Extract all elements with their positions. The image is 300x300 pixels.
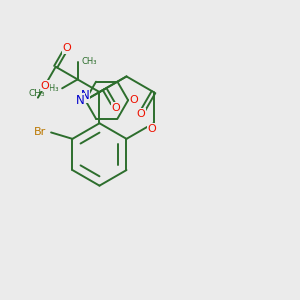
- Text: N: N: [76, 94, 84, 107]
- Text: O: O: [40, 81, 49, 91]
- Text: Br: Br: [34, 128, 46, 137]
- Text: N: N: [81, 89, 90, 102]
- Text: CH₃: CH₃: [81, 57, 97, 66]
- Text: O: O: [111, 103, 120, 113]
- Text: O: O: [136, 109, 145, 119]
- Text: CH₃: CH₃: [43, 84, 58, 93]
- Text: CH₃: CH₃: [28, 89, 45, 98]
- Text: O: O: [62, 43, 71, 53]
- Text: O: O: [148, 124, 156, 134]
- Text: O: O: [129, 95, 138, 105]
